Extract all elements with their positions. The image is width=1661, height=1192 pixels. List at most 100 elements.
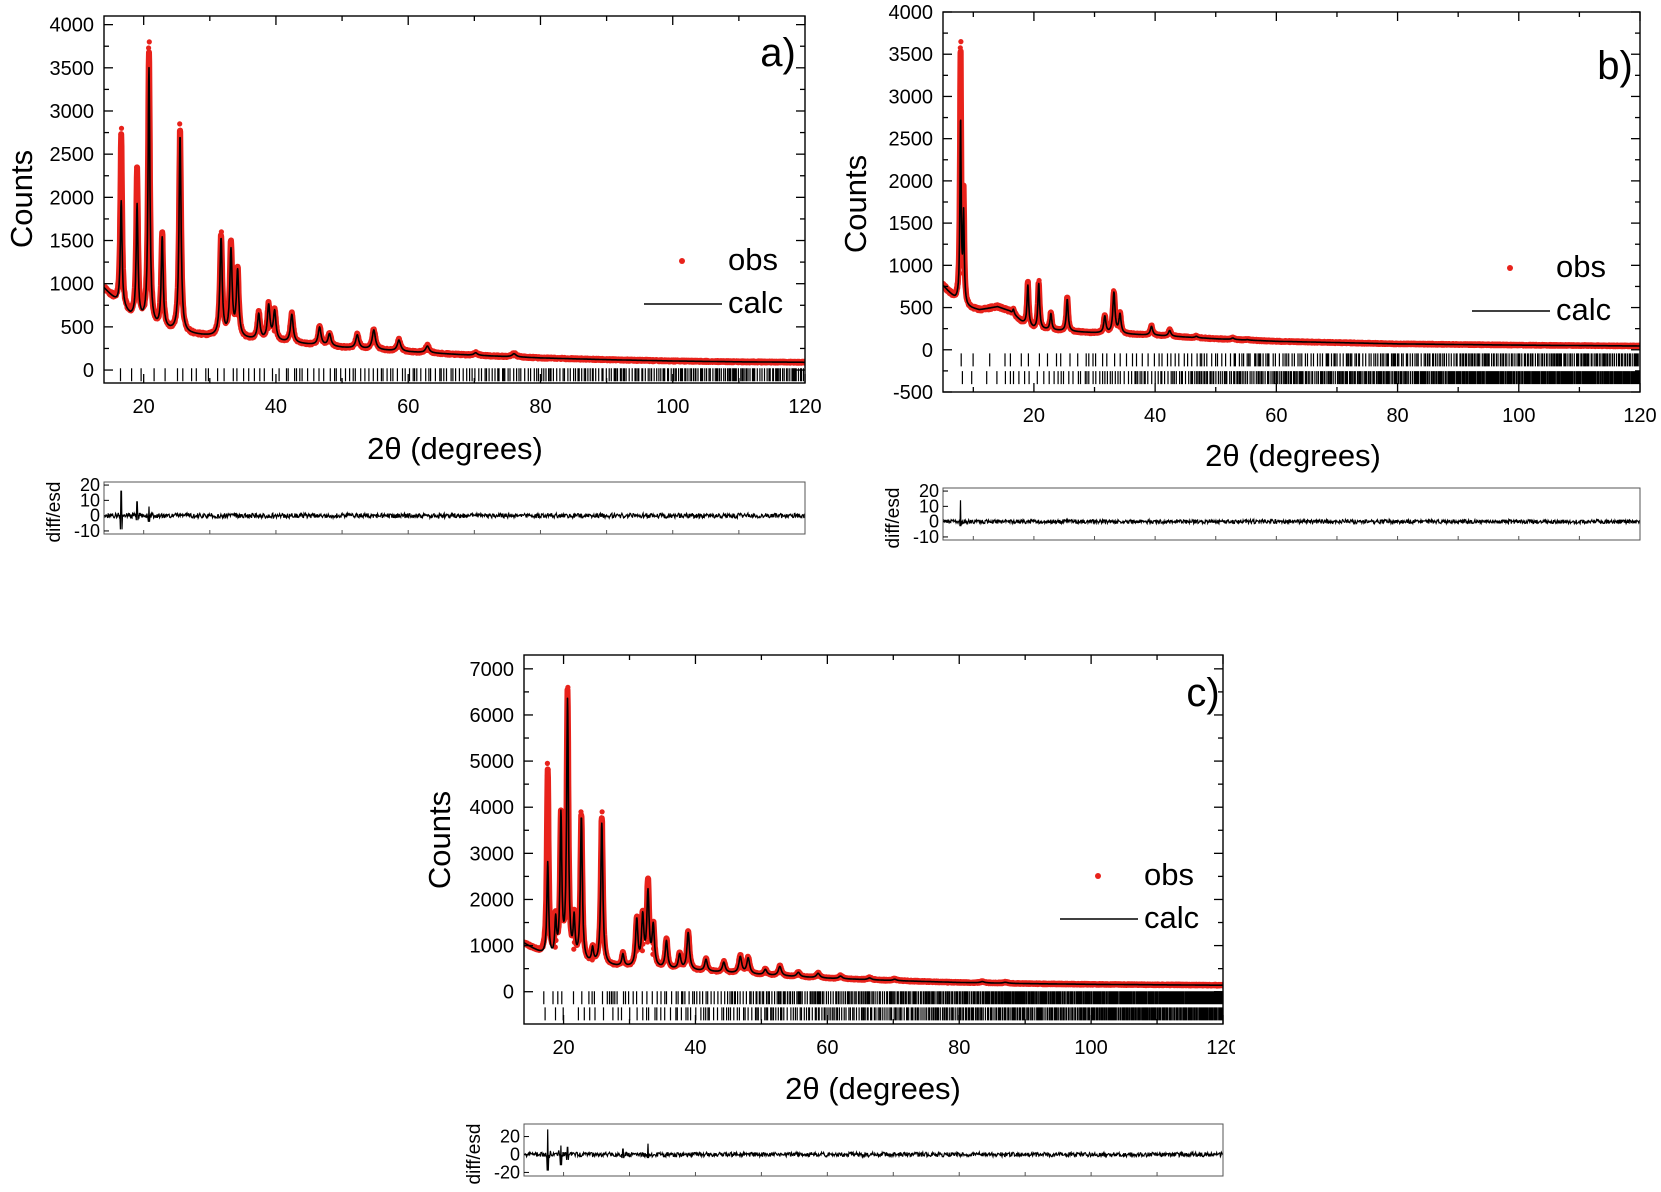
x-tick-label: 40 bbox=[684, 1037, 706, 1059]
obs-point bbox=[177, 127, 183, 133]
diff-series bbox=[943, 500, 1640, 527]
obs-point bbox=[957, 57, 963, 64]
diff-y-tick-label: 0 bbox=[929, 512, 939, 532]
x-tick-label: 120 bbox=[1623, 405, 1656, 427]
obs-point bbox=[118, 156, 124, 162]
obs-point bbox=[571, 946, 577, 952]
obs-point bbox=[118, 150, 125, 156]
legend-obs-marker bbox=[679, 258, 685, 264]
obs-point bbox=[159, 229, 166, 235]
x-tick-label: 20 bbox=[552, 1037, 574, 1059]
legend-obs-label: obs bbox=[728, 242, 778, 277]
y-tick-label: 0 bbox=[503, 982, 514, 1004]
obs-point bbox=[544, 785, 551, 791]
legend-obs-marker bbox=[1095, 873, 1101, 879]
y-tick-label: 3500 bbox=[889, 44, 934, 66]
x-tick-label: 80 bbox=[948, 1037, 970, 1059]
obs-point bbox=[544, 847, 551, 853]
y-tick-label: 3000 bbox=[889, 86, 934, 108]
plot-data bbox=[524, 684, 1223, 1021]
legend: obs calc bbox=[644, 242, 783, 320]
obs-point bbox=[958, 51, 964, 57]
obs-point bbox=[234, 312, 240, 318]
y-tick-label: 500 bbox=[900, 298, 933, 320]
obs-point bbox=[118, 125, 125, 131]
diff-series bbox=[104, 490, 805, 530]
x-tick-label: 60 bbox=[397, 396, 419, 418]
legend-calc-label: calc bbox=[728, 285, 783, 320]
obs-point bbox=[134, 164, 140, 170]
x-tick-label: 120 bbox=[1206, 1037, 1239, 1059]
obs-point bbox=[545, 791, 551, 797]
obs-point bbox=[218, 229, 224, 235]
y-tick-label: 1000 bbox=[889, 255, 934, 277]
obs-point bbox=[565, 684, 571, 690]
diff-panel: 200-20 diff/esd bbox=[464, 1123, 1224, 1184]
x-tick-label: 120 bbox=[788, 396, 821, 418]
diff-frame bbox=[942, 487, 1641, 541]
x-axis-title: 2θ (degrees) bbox=[1205, 438, 1381, 473]
x-axis: 20 40 60 80 100 120 bbox=[133, 16, 822, 418]
y-tick-label: 3000 bbox=[470, 843, 515, 865]
y-tick-label: 7000 bbox=[470, 659, 515, 681]
diff-frame bbox=[103, 481, 806, 535]
calc-series bbox=[104, 66, 805, 364]
y-tick-label: 6000 bbox=[470, 705, 515, 727]
x-tick-label: 40 bbox=[265, 396, 287, 418]
y-tick-label: 3000 bbox=[50, 101, 95, 123]
obs-point bbox=[134, 183, 140, 189]
obs-point bbox=[957, 95, 963, 101]
obs-point bbox=[650, 951, 656, 957]
legend-calc-label: calc bbox=[1556, 292, 1611, 327]
legend: obs calc bbox=[1472, 249, 1611, 327]
y-tick-label: 0 bbox=[922, 340, 933, 362]
obs-point bbox=[599, 809, 605, 815]
obs-point bbox=[146, 45, 152, 51]
panel-label: c) bbox=[1186, 671, 1219, 715]
obs-point bbox=[545, 853, 551, 859]
obs-point bbox=[289, 310, 295, 316]
diff-y-tick-label: -10 bbox=[913, 527, 939, 547]
obs-point bbox=[544, 834, 551, 841]
obs-point bbox=[228, 239, 234, 245]
diff-y-tick-label: 10 bbox=[80, 490, 100, 510]
y-axis: 0 1000 2000 3000 4000 5000 6000 7000 bbox=[470, 659, 1223, 1004]
y-tick-label: 1500 bbox=[889, 213, 934, 235]
diff-frame bbox=[523, 1123, 1224, 1177]
obs-point bbox=[134, 195, 140, 201]
panel-b: 20 40 60 80 100 120-5000500100015002000250030… bbox=[838, 2, 1657, 548]
obs-point bbox=[134, 176, 140, 183]
obs-point bbox=[146, 63, 152, 69]
obs-point bbox=[545, 779, 551, 785]
y-tick-label: 2000 bbox=[50, 187, 95, 209]
y-axis-title: Counts bbox=[4, 150, 39, 248]
diff-series bbox=[524, 1129, 1223, 1171]
reflection-ticks bbox=[960, 353, 1640, 367]
diff-y-axis-title: diff/esd bbox=[883, 488, 904, 549]
panel-label: a) bbox=[760, 31, 796, 75]
obs-point bbox=[1036, 277, 1042, 284]
legend-calc-label: calc bbox=[1144, 900, 1199, 935]
obs-point bbox=[645, 884, 651, 890]
y-tick-label: 1500 bbox=[50, 231, 95, 253]
panel-c: 20 40 60 80 100 120 0 1000 2000 3000 4000 5000 6000 7… bbox=[422, 654, 1239, 1184]
y-tick-label: 500 bbox=[61, 317, 94, 339]
obs-point bbox=[545, 767, 551, 773]
obs-point bbox=[1111, 288, 1117, 294]
y-tick-label: 1000 bbox=[470, 936, 515, 958]
y-axis-title: Counts bbox=[422, 791, 457, 889]
obs-point bbox=[118, 180, 124, 186]
x-tick-label: 100 bbox=[656, 396, 689, 418]
obs-point bbox=[1025, 279, 1031, 285]
x-tick-label: 80 bbox=[529, 396, 551, 418]
obs-point bbox=[544, 822, 551, 828]
obs-point bbox=[961, 201, 967, 207]
reflection-ticks bbox=[961, 371, 1640, 385]
obs-point bbox=[598, 815, 605, 821]
diff-y-tick-label: 20 bbox=[919, 481, 939, 501]
y-tick-label: 0 bbox=[83, 360, 94, 382]
obs-point bbox=[118, 131, 124, 137]
y-axis: -500 0 500 1000 1500 2000 2500 3000 3500 4000 bbox=[889, 2, 1640, 404]
plot-frame bbox=[103, 15, 806, 384]
